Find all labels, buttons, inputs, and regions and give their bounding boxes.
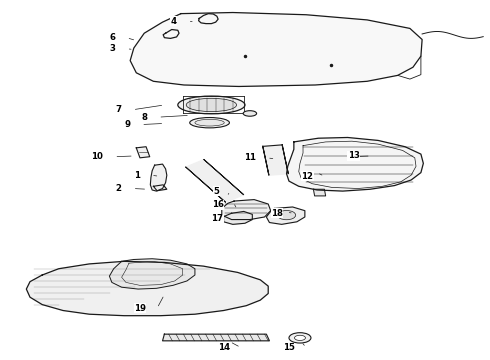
Text: 10: 10	[92, 152, 103, 161]
Polygon shape	[287, 138, 423, 191]
Text: 17: 17	[212, 214, 223, 223]
Text: 14: 14	[218, 343, 230, 352]
Polygon shape	[109, 259, 195, 289]
Polygon shape	[198, 14, 218, 24]
Text: 13: 13	[348, 152, 360, 161]
Text: 6: 6	[110, 33, 116, 42]
Ellipse shape	[289, 333, 311, 343]
Text: 9: 9	[124, 120, 130, 129]
Text: 2: 2	[116, 184, 122, 193]
Text: 4: 4	[171, 17, 176, 26]
Text: 1: 1	[134, 171, 140, 180]
Polygon shape	[150, 164, 167, 191]
Polygon shape	[163, 334, 270, 341]
Text: 16: 16	[212, 200, 223, 209]
Polygon shape	[314, 189, 326, 196]
Text: 8: 8	[141, 113, 147, 122]
Polygon shape	[186, 159, 244, 202]
Ellipse shape	[186, 98, 237, 112]
Polygon shape	[222, 199, 270, 220]
Polygon shape	[267, 207, 305, 224]
Ellipse shape	[277, 211, 295, 220]
Ellipse shape	[190, 117, 229, 128]
Text: 3: 3	[110, 44, 116, 53]
Ellipse shape	[294, 335, 305, 341]
Text: 7: 7	[116, 105, 122, 114]
Text: 19: 19	[134, 304, 146, 313]
Text: 11: 11	[244, 153, 256, 162]
Text: 15: 15	[283, 343, 295, 352]
Polygon shape	[223, 211, 252, 224]
Polygon shape	[130, 13, 422, 86]
Polygon shape	[163, 30, 179, 39]
Polygon shape	[26, 261, 268, 316]
Ellipse shape	[178, 96, 245, 114]
Polygon shape	[263, 145, 288, 175]
Ellipse shape	[195, 120, 224, 126]
Text: 12: 12	[301, 172, 314, 181]
Text: 18: 18	[271, 209, 283, 218]
Polygon shape	[136, 147, 150, 158]
Text: 5: 5	[214, 186, 220, 195]
Polygon shape	[153, 185, 167, 191]
Ellipse shape	[243, 111, 257, 116]
